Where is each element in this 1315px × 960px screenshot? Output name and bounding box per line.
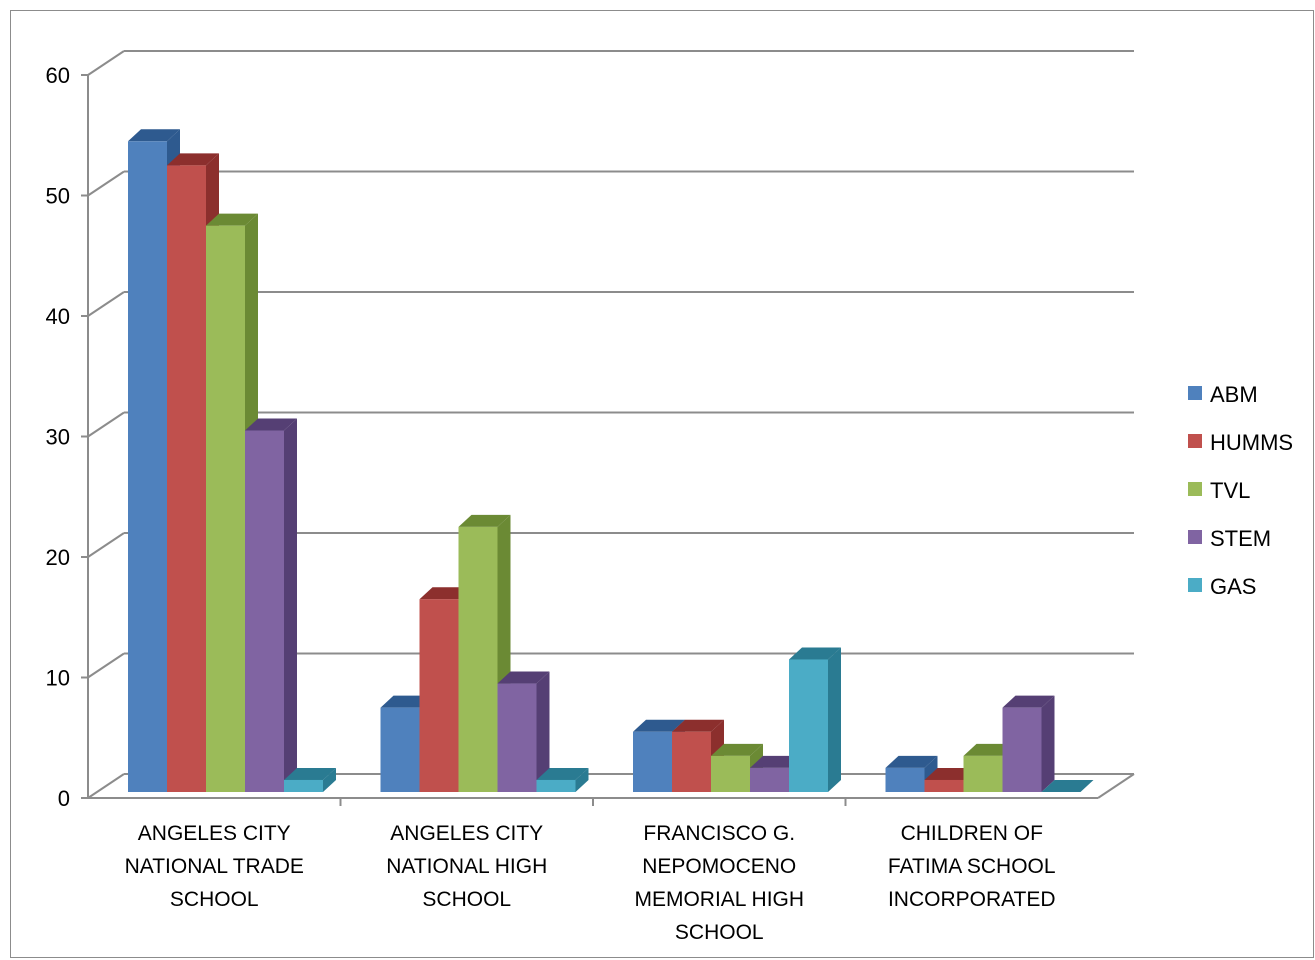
legend-item-humms: HUMMS [1188, 430, 1293, 455]
y-tick-label: 20 [46, 545, 70, 570]
bar-side [575, 767, 589, 792]
bar-front [924, 779, 964, 792]
bar-side [536, 671, 550, 792]
x-tick-label: FRANCISCO G. [643, 822, 795, 845]
bar-tvl-3 [711, 743, 763, 792]
x-tick-label: SCHOOL [675, 921, 764, 944]
legend-label: STEM [1210, 526, 1271, 551]
legend-swatch [1188, 530, 1202, 544]
gridline-depth [87, 773, 125, 799]
gridline-depth [87, 652, 125, 679]
bar-front [536, 779, 576, 792]
bar-gas-1 [284, 767, 336, 792]
bars [128, 129, 1094, 793]
x-tick-label: INCORPORATED [888, 888, 1056, 911]
gridline-depth [87, 50, 125, 76]
bar-front [497, 683, 537, 792]
legend-label: ABM [1210, 382, 1258, 407]
bar-abm-4 [885, 755, 938, 792]
x-tick-label: CHILDREN OF [901, 822, 1043, 845]
bar-front [245, 430, 284, 792]
bar-top [885, 755, 938, 768]
bar-top [206, 213, 258, 226]
x-tick-label: ANGELES CITY [138, 822, 291, 845]
legend-label: TVL [1210, 478, 1250, 503]
bar-front [419, 599, 459, 792]
bar-front [633, 731, 672, 792]
legend-item-stem: STEM [1188, 526, 1271, 551]
y-tick-label: 30 [46, 425, 70, 450]
bar-top [284, 767, 336, 780]
bar-gas-4 [1041, 780, 1094, 792]
axis-labels: 0 10 20 30 40 50 60 ANGELES CITY NATIONAL TRADE S… [46, 63, 1056, 944]
legend-swatch [1188, 482, 1202, 496]
legend-swatch [1188, 434, 1202, 448]
x-tick-label: NATIONAL TRADE [125, 855, 304, 878]
bar-gas-3 [789, 647, 841, 792]
y-tick-label: 0 [58, 786, 70, 811]
legend-swatch [1188, 386, 1202, 400]
bar-side [323, 767, 336, 792]
bar-side [828, 647, 841, 792]
bar-top [497, 671, 550, 684]
gridline-depth [87, 291, 125, 317]
bar-front [380, 707, 420, 792]
floor-edge [1097, 773, 1135, 799]
bar-front [885, 767, 925, 792]
legend-swatch [1188, 578, 1202, 592]
bar-top [245, 418, 297, 431]
legend-item-tvl: TVL [1188, 478, 1250, 503]
bar-front [672, 731, 711, 792]
bar-stem-2 [497, 671, 550, 792]
bar-top [1002, 695, 1055, 708]
bar-front [789, 659, 828, 792]
bar-top [711, 743, 763, 756]
bar-front [711, 755, 750, 792]
x-tick-label: NEPOMOCENO [642, 855, 796, 878]
y-tick-label: 60 [46, 63, 70, 88]
bar-top [536, 767, 589, 780]
legend-label: HUMMS [1210, 430, 1293, 455]
bar-stem-4 [1002, 695, 1055, 792]
legend-item-gas: GAS [1188, 574, 1256, 599]
x-tick-label: ANGELES CITY [390, 822, 543, 845]
bar-top [672, 719, 724, 732]
bar-front [128, 141, 167, 793]
bar-front [206, 225, 245, 792]
bar-top [789, 647, 841, 660]
legend: ABM HUMMS TVL STEM GAS [1188, 382, 1293, 599]
bar-front [167, 165, 206, 792]
y-tick-label: 50 [46, 184, 70, 209]
gridline-depth [87, 170, 125, 197]
bar-gas-2 [536, 767, 589, 792]
bar-top [1041, 780, 1094, 792]
bar-stem-1 [245, 418, 297, 792]
x-tick-label: FATIMA SCHOOL [888, 855, 1056, 878]
y-tick-label: 40 [46, 304, 70, 329]
bar-front [963, 755, 1003, 792]
bar-top [167, 153, 219, 166]
bar-front [284, 779, 323, 792]
bar-front [1002, 707, 1042, 792]
x-tick-label: NATIONAL HIGH [386, 855, 547, 878]
bar-side [284, 418, 297, 792]
bar-front [750, 767, 789, 792]
x-tick-label: SCHOOL [170, 888, 259, 911]
bar-top [458, 514, 511, 527]
gridline-depth [87, 532, 125, 558]
axes [81, 74, 1135, 806]
legend-item-abm: ABM [1188, 382, 1258, 407]
x-tick-label: MEMORIAL HIGH [634, 888, 804, 911]
legend-label: GAS [1210, 574, 1256, 599]
gridline-depth [87, 411, 125, 438]
bar-top [128, 129, 180, 142]
bar-front [458, 526, 498, 792]
bar-top [633, 719, 685, 732]
y-tick-label: 10 [46, 666, 70, 691]
bar-side [1041, 695, 1055, 792]
x-tick-label: SCHOOL [422, 888, 511, 911]
